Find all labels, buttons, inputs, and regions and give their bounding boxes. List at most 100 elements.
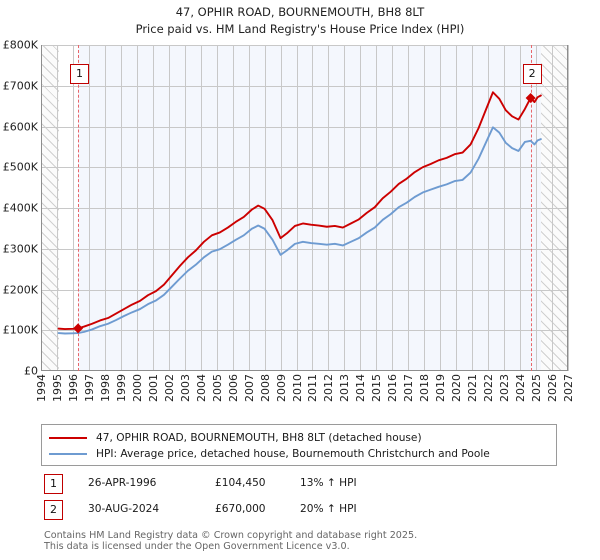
x-tick-label: 2004 <box>194 374 208 402</box>
legend-entry-hpi: HPI: Average price, detached house, Bour… <box>49 446 549 462</box>
x-tick-label: 2024 <box>514 374 528 402</box>
grid-line-vertical <box>104 45 106 371</box>
grid-line-horizontal <box>41 45 568 46</box>
grid-line-vertical <box>392 45 394 371</box>
grid-line-horizontal <box>41 126 568 128</box>
grid-line-vertical <box>520 45 522 371</box>
sale-point-marker-2 <box>525 92 536 103</box>
x-tick-label: 2003 <box>178 374 192 402</box>
series-lines <box>57 91 542 335</box>
sale-hpi-delta-2: 20% ↑ HPI <box>300 503 357 515</box>
x-tick-label: 2019 <box>434 374 448 402</box>
grid-line-vertical <box>184 45 186 371</box>
grid-line-vertical <box>216 45 218 371</box>
x-tick-label: 2022 <box>482 374 496 402</box>
y-axis-labels: £0 £100K £200K £300K £400K £500K £600K £700K £80… <box>0 39 38 378</box>
x-tick-label: 2005 <box>210 374 224 402</box>
x-tick-label: 1994 <box>35 374 48 402</box>
price-chart <box>41 45 569 371</box>
grid-line-horizontal <box>41 208 568 209</box>
x-tick-label: 2002 <box>162 374 176 402</box>
page-title: 47, OPHIR ROAD, BOURNEMOUTH, BH8 8LT Pri… <box>0 4 600 38</box>
x-tick-label: 2026 <box>546 374 560 402</box>
sale-marker-badge-1: 1 <box>44 474 63 494</box>
x-tick-label: 1997 <box>82 374 96 402</box>
x-tick-label: 1999 <box>114 374 128 402</box>
grid-line-vertical <box>408 45 410 371</box>
y-tick-label: £200K <box>2 283 38 296</box>
grid-line-vertical <box>328 45 330 371</box>
chart-event-badge-1: 1 <box>70 64 90 84</box>
y-tick-label: £800K <box>2 38 38 52</box>
grid-line-horizontal <box>41 167 568 169</box>
grid-line-vertical <box>472 45 474 371</box>
chart-legend: 47, OPHIR ROAD, BOURNEMOUTH, BH8 8LT (de… <box>41 424 557 466</box>
x-tick-label: 2009 <box>274 374 288 402</box>
legend-swatch-hpi <box>49 453 87 455</box>
x-tick-label: 1995 <box>50 374 64 402</box>
grid-line-vertical <box>552 45 554 371</box>
grid-line-vertical <box>200 45 202 371</box>
x-tick-label: 2025 <box>530 374 544 402</box>
grid-line-vertical <box>72 45 74 371</box>
grid-line-vertical <box>136 45 138 371</box>
y-tick-label: £600K <box>2 120 38 133</box>
plot-right-border <box>567 45 568 371</box>
x-tick-label: 2008 <box>258 374 272 402</box>
x-axis-line <box>41 370 568 371</box>
grid-line-horizontal <box>41 330 568 332</box>
grid-line-vertical <box>488 45 490 371</box>
grid-line-horizontal <box>41 248 568 250</box>
series-line <box>57 126 542 335</box>
grid-line-vertical <box>312 45 314 371</box>
grid-line-vertical <box>344 45 346 371</box>
y-tick-label: £400K <box>2 201 38 215</box>
y-tick-label: £300K <box>2 242 38 256</box>
legend-swatch-property <box>49 437 87 439</box>
x-tick-label: 2020 <box>450 374 464 402</box>
x-tick-label: 2023 <box>498 374 512 402</box>
sale-date-2: 30-AUG-2024 <box>88 503 160 515</box>
y-tick-label: £500K <box>2 160 38 174</box>
grid-line-vertical <box>232 45 234 371</box>
x-tick-label: 2016 <box>386 374 400 402</box>
grid-line-vertical <box>296 45 298 371</box>
chart-subtitle: Price paid vs. HM Land Registry's House … <box>135 22 465 36</box>
x-tick-label: 2010 <box>290 374 304 402</box>
x-tick-label: 2018 <box>418 374 432 402</box>
grid-line-vertical <box>120 45 122 371</box>
x-tick-label: 2012 <box>322 374 336 402</box>
x-tick-label: 1998 <box>98 374 112 402</box>
grid-line-vertical <box>456 45 458 371</box>
x-tick-label: 2017 <box>402 374 416 402</box>
sale-marker-badge-2: 2 <box>44 500 63 520</box>
x-tick-label: 2001 <box>146 374 160 402</box>
x-tick-label: 2007 <box>242 374 256 402</box>
x-tick-label: 2014 <box>354 374 368 402</box>
sale-price-1: £104,450 <box>215 477 266 489</box>
x-tick-label: 2015 <box>370 374 384 402</box>
grid-line-vertical <box>248 45 250 371</box>
event-marker-line-2 <box>530 45 532 371</box>
x-tick-label: 2006 <box>226 374 240 402</box>
footer-attribution: Contains HM Land Registry data © Crown c… <box>44 530 584 552</box>
footer-line-2: This data is licensed under the Open Gov… <box>44 541 350 552</box>
y-tick-label: £700K <box>2 79 38 93</box>
x-tick-label: 2000 <box>130 374 144 402</box>
sale-point-marker-1 <box>73 323 84 334</box>
grid-line-vertical <box>88 45 90 371</box>
x-tick-label: 2021 <box>466 374 480 402</box>
sale-hpi-delta-1: 13% ↑ HPI <box>300 477 357 489</box>
sale-price-2: £670,000 <box>215 503 266 515</box>
table-row: 1 26-APR-1996 £104,450 13% ↑ HPI <box>41 474 561 500</box>
series-line <box>57 91 542 330</box>
grid-line-vertical <box>360 45 362 371</box>
y-axis-line <box>41 45 42 371</box>
grid-line-horizontal <box>41 289 568 291</box>
grid-line-vertical <box>280 45 282 371</box>
x-tick-label: 1996 <box>66 374 80 402</box>
x-tick-label: 2011 <box>306 374 320 402</box>
y-tick-label: £0 <box>24 364 38 378</box>
footer-line-1: Contains HM Land Registry data © Crown c… <box>44 530 418 541</box>
grid-line-vertical <box>440 45 442 371</box>
